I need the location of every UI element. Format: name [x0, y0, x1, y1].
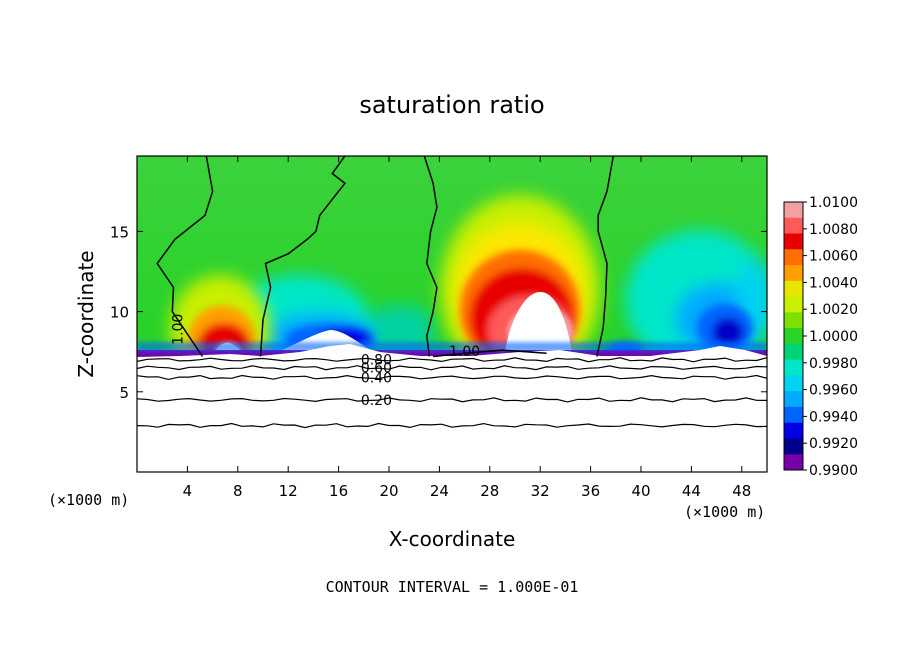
colorbar-swatch: [784, 422, 803, 439]
contour-line: [137, 397, 767, 403]
colorbar-swatch: [784, 391, 803, 408]
colorbar-swatch: [784, 454, 803, 471]
contour-lines: [137, 156, 767, 429]
colorbar-swatch: [784, 406, 803, 424]
chart-title: saturation ratio: [359, 91, 544, 119]
colorbar-swatch: [784, 265, 803, 282]
x-tick-label: 4: [183, 482, 193, 500]
colorbar-label: 0.9980: [809, 356, 858, 372]
x-tick-label: 20: [379, 482, 398, 500]
contour-label: 0.20: [361, 393, 392, 409]
colorbar-swatch: [784, 233, 803, 250]
plot-frame: [136, 155, 768, 473]
x-tick-label: 24: [430, 482, 449, 500]
navy-region-right: [712, 318, 744, 346]
colorbar-swatch: [784, 202, 803, 219]
colorbar-swatch: [784, 438, 803, 455]
colorbar-label: 1.0000: [809, 329, 858, 345]
contour-label: 0.40: [361, 370, 392, 386]
colorbar-label: 0.9940: [809, 409, 858, 425]
colorbar-label: 1.0020: [809, 302, 858, 318]
x-unit-left: (×1000 m): [48, 491, 129, 509]
x-tick-label: 48: [732, 482, 751, 500]
contour-line: [137, 365, 767, 371]
colorbar-swatch: [784, 249, 803, 266]
colorbar-label: 1.0060: [809, 249, 858, 265]
lower-white-region: [137, 344, 767, 472]
x-tick-label: 28: [480, 482, 499, 500]
colorbar-swatch: [784, 296, 803, 313]
y-tick-label: 10: [110, 304, 129, 322]
y-axis-ticks: 5 10 15: [110, 223, 767, 402]
colorbar-swatch: [784, 280, 803, 298]
purple-band: [137, 350, 767, 357]
colorbar-labels: 1.0100 1.0080 1.0060 1.0040 1.0020 1.0000 0.99…: [803, 195, 858, 479]
x-axis-ticks: 4 8 12 16 20 24 28 32 36 40 44 48: [183, 156, 751, 500]
contour-label: 1.00: [449, 344, 480, 360]
contour-line: [137, 374, 767, 381]
contour-labels: 1.00 1.00 0.800.600.40 0.20: [170, 314, 480, 409]
x-tick-label: 40: [631, 482, 650, 500]
contour-label: 1.00: [170, 314, 186, 345]
x-tick-label: 16: [329, 482, 348, 500]
colorbar-swatch: [784, 359, 803, 376]
x-unit-right: (×1000 m): [684, 503, 765, 521]
colorbar-label: 0.9920: [809, 436, 858, 452]
contour-line: [596, 156, 615, 357]
colorbar-label: 1.0100: [809, 195, 858, 211]
plume-right-saturated-core: [505, 292, 572, 352]
colorbar-swatch: [784, 328, 803, 345]
contour-line: [137, 357, 767, 363]
y-tick-label: 5: [119, 384, 129, 402]
colorbar-label: 0.9960: [809, 383, 858, 399]
contour-interval-note: CONTOUR INTERVAL = 1.000E-01: [326, 578, 579, 596]
y-axis-title: Z-coordinate: [74, 250, 98, 377]
colorbar-swatch: [784, 375, 803, 392]
colorbar-label: 1.0040: [809, 275, 858, 291]
y-tick-label: 15: [110, 223, 129, 241]
colorbar-swatch: [784, 343, 803, 361]
x-tick-label: 36: [581, 482, 600, 500]
contour-line: [137, 422, 767, 429]
contour-line: [156, 156, 214, 357]
colorbar-label: 1.0080: [809, 222, 858, 238]
contour-line: [433, 349, 547, 358]
x-axis-title: X-coordinate: [389, 527, 516, 551]
x-tick-label: 32: [531, 482, 550, 500]
contour-line: [259, 156, 346, 357]
colorbar-label: 0.9900: [809, 463, 858, 479]
colorbar-swatch: [784, 312, 803, 329]
contour-line: [423, 156, 438, 357]
contour-label: 0.80: [361, 353, 392, 369]
colorbar: [783, 201, 804, 471]
x-tick-label: 12: [279, 482, 298, 500]
contour-label: 0.60: [361, 361, 392, 377]
heatmap-field: [137, 156, 767, 472]
x-tick-label: 44: [682, 482, 701, 500]
colorbar-swatch: [784, 217, 803, 235]
blue-band: [137, 342, 767, 352]
x-tick-label: 8: [233, 482, 243, 500]
